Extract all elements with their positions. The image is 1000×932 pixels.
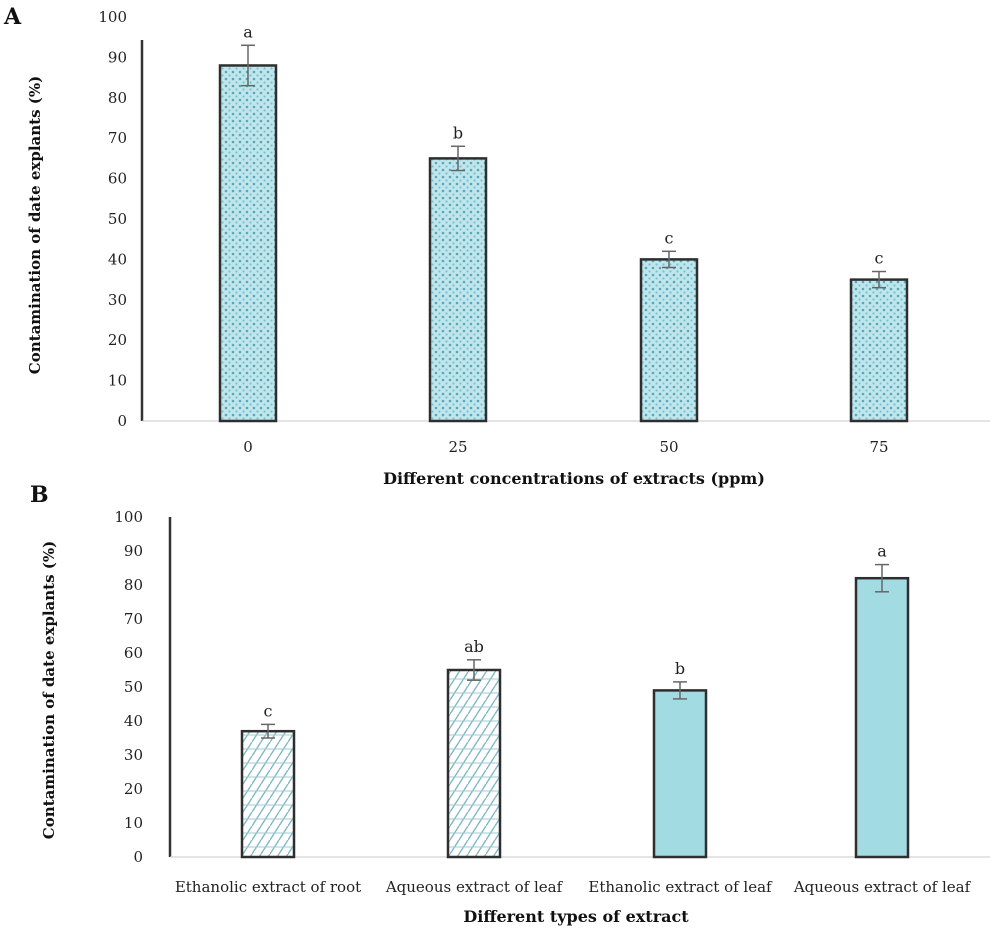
error-bar xyxy=(261,723,275,739)
bar xyxy=(639,258,699,423)
y-tick-label: 70 xyxy=(108,129,127,147)
error-bar xyxy=(872,270,886,289)
x-tick-label: 75 xyxy=(869,438,888,456)
y-tick-label: 20 xyxy=(108,331,127,349)
y-tick-label: 60 xyxy=(108,170,127,188)
bar xyxy=(652,689,708,859)
panel-a-label: A xyxy=(3,4,22,30)
panel-b-x-axis-label: Different types of extract xyxy=(463,907,689,926)
y-tick-label: 80 xyxy=(108,89,127,107)
x-tick-label: Aqueous extract of leaf xyxy=(385,878,564,896)
error-bar xyxy=(673,681,687,700)
x-tick-label: 25 xyxy=(448,438,467,456)
panel-b-bars: c ab b a xyxy=(240,542,910,859)
significance-label: c xyxy=(665,228,674,247)
bar xyxy=(240,729,296,859)
panel-a-x-axis-label: Different concentrations of extracts (pp… xyxy=(383,469,765,488)
panel-b-x-ticks: Ethanolic extract of root Aqueous extract… xyxy=(175,878,972,896)
y-tick-label: 80 xyxy=(124,576,143,594)
x-tick-label: 0 xyxy=(243,438,253,456)
significance-label: b xyxy=(453,123,463,142)
y-tick-label: 30 xyxy=(108,291,127,309)
y-tick-label: 30 xyxy=(124,746,143,764)
significance-label: a xyxy=(877,542,887,561)
y-tick-label: 50 xyxy=(108,210,127,228)
y-tick-label: 0 xyxy=(117,412,127,430)
panel-a-x-ticks: 0 25 50 75 xyxy=(243,438,888,456)
y-tick-label: 100 xyxy=(114,508,143,526)
y-tick-label: 40 xyxy=(124,712,143,730)
panel-a-bars: a b c c xyxy=(218,22,909,423)
panel-b-y-axis-label: Contamination of date explants (%) xyxy=(40,541,58,839)
panel-a-y-axis-label: Contamination of date explants (%) xyxy=(26,76,44,374)
error-bar xyxy=(662,250,676,269)
bar xyxy=(849,278,909,423)
y-tick-label: 0 xyxy=(133,848,143,866)
error-bar xyxy=(467,659,481,681)
panel-b-label: B xyxy=(30,482,49,508)
panel-b-axes xyxy=(168,517,990,858)
panel-a: A 0 10 20 30 40 50 60 70 80 90 100 a b c c 0 25 50 75 Di… xyxy=(3,4,990,488)
x-tick-label: Ethanolic extract of leaf xyxy=(588,878,773,896)
significance-label: b xyxy=(675,659,685,678)
y-tick-label: 90 xyxy=(108,48,127,66)
error-bar xyxy=(875,563,889,593)
error-bar xyxy=(451,145,465,172)
significance-label: ab xyxy=(464,637,484,656)
y-tick-label: 70 xyxy=(124,610,143,628)
panel-b-y-ticks: 0 10 20 30 40 50 60 70 80 90 100 xyxy=(114,508,143,866)
y-tick-label: 10 xyxy=(108,372,127,390)
x-tick-label: Ethanolic extract of root xyxy=(175,878,361,896)
y-tick-label: 40 xyxy=(108,250,127,268)
significance-label: a xyxy=(243,22,253,41)
y-tick-label: 100 xyxy=(98,8,127,26)
y-tick-label: 20 xyxy=(124,780,143,798)
x-tick-label: 50 xyxy=(659,438,678,456)
panel-a-axes xyxy=(140,40,990,422)
y-tick-label: 50 xyxy=(124,678,143,696)
y-tick-label: 10 xyxy=(124,814,143,832)
y-tick-label: 60 xyxy=(124,644,143,662)
bar xyxy=(854,576,910,859)
error-bar xyxy=(241,44,255,87)
significance-label: c xyxy=(264,701,273,720)
x-tick-label: Aqueous extract of leaf xyxy=(793,878,972,896)
panel-a-y-ticks: 0 10 20 30 40 50 60 70 80 90 100 xyxy=(98,8,127,430)
y-tick-label: 90 xyxy=(124,542,143,560)
bar xyxy=(446,668,502,859)
significance-label: c xyxy=(875,249,884,268)
bar xyxy=(218,64,278,423)
bar xyxy=(428,157,488,423)
panel-b: B 0 10 20 30 40 50 60 70 80 90 100 c ab b a Ethanolic… xyxy=(30,482,990,926)
